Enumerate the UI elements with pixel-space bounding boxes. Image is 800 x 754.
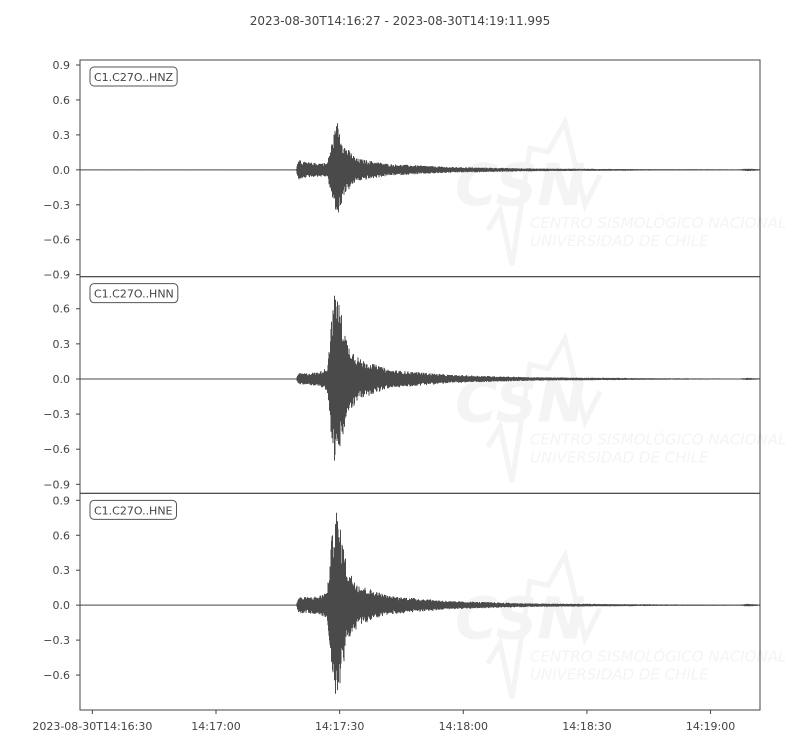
y-tick-label: −0.9 [43,478,70,491]
panel-frame [79,492,761,711]
y-tick-label: −0.3 [43,199,70,212]
y-tick-label: 0.0 [53,599,71,612]
watermark-wave-icon [485,331,603,483]
y-tick-label: 0.9 [53,494,71,507]
y-tick-label: 0.3 [53,338,71,351]
trace-label-box [89,283,179,304]
watermark-wave-icon [485,548,603,699]
x-tick-label: 14:18:00 [439,720,488,733]
watermark-line2: UNIVERSIDAD DE CHILE [530,449,709,467]
y-tick-label: 0.6 [53,529,71,542]
y-tick-label: −0.3 [43,634,70,647]
watermark-line2: UNIVERSIDAD DE CHILE [530,232,709,250]
y-tick-label: 0.3 [53,129,71,142]
x-tick-label: 2023-08-30T14:16:30 [32,720,152,733]
y-tick-label: −0.6 [43,443,70,456]
y-tick-label: −0.3 [43,408,70,421]
trace-label-text: C1.C27O..HNE [94,504,173,517]
x-axis: 2023-08-30T14:16:30 14:17:00 14:17:30 14:18… [32,710,735,733]
trace-label: C1.C27O..HNE [89,499,178,520]
trace-label: C1.C27O..HNN [89,283,179,304]
y-tick-label: −0.9 [43,269,70,282]
x-tick-label: 14:17:30 [315,720,364,733]
chart-title: 2023-08-30T14:16:27 - 2023-08-30T14:19:1… [250,14,551,28]
trace-label-text: C1.C27O..HNN [94,288,174,301]
trace-label-box [89,66,178,87]
y-tick-label: 0.9 [53,59,71,72]
waveform-trace [79,123,761,213]
watermark-line1: CENTRO SISMOLÓGICO NACIONAL [530,213,786,232]
y-tick-label: −0.6 [43,234,70,247]
y-tick-label: −0.6 [43,669,70,682]
watermark-wave-icon [485,115,603,266]
watermark-line1: CENTRO SISMOLÓGICO NACIONAL [530,430,786,449]
y-tick-label: 0.6 [53,303,71,316]
watermark-line2: UNIVERSIDAD DE CHILE [530,665,709,683]
y-tick-label: 0.0 [53,164,71,177]
trace-label-text: C1.C27O..HNZ [94,71,174,84]
trace-label-box [89,499,178,520]
y-tick-label: 0.3 [53,564,71,577]
x-tick-label: 14:17:00 [191,720,240,733]
x-tick-label: 14:19:00 [686,720,735,733]
watermark-line1: CENTRO SISMOLÓGICO NACIONAL [530,646,786,665]
x-tick-label: 14:18:30 [562,720,611,733]
y-tick-label: 0.6 [53,94,71,107]
trace-label: C1.C27O..HNZ [89,66,178,87]
y-tick-label: 0.0 [53,373,71,386]
